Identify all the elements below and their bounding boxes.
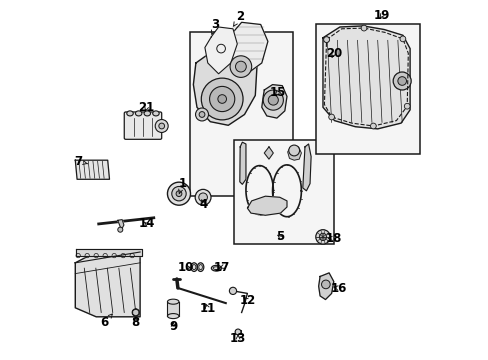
Bar [189,32,292,196]
Circle shape [176,191,182,197]
Circle shape [167,182,190,205]
Text: 2: 2 [233,10,244,26]
Text: 19: 19 [373,9,389,22]
Circle shape [132,309,139,316]
Circle shape [288,145,299,156]
Text: 18: 18 [325,232,341,245]
Circle shape [159,123,164,129]
Circle shape [155,120,168,132]
Ellipse shape [197,263,203,271]
FancyBboxPatch shape [124,112,162,139]
Circle shape [230,56,251,77]
Bar [234,140,333,244]
Circle shape [235,61,246,72]
Circle shape [321,280,329,289]
Polygon shape [247,196,286,215]
Text: 17: 17 [214,261,230,274]
Text: 5: 5 [275,230,284,243]
Circle shape [392,72,410,90]
Circle shape [199,193,207,202]
Text: 9: 9 [169,320,177,333]
Ellipse shape [211,265,221,271]
Circle shape [118,227,122,232]
Ellipse shape [190,263,197,271]
Polygon shape [204,27,237,74]
Circle shape [315,230,329,244]
Circle shape [361,25,366,31]
Text: 16: 16 [330,282,346,294]
Polygon shape [318,273,333,300]
Polygon shape [302,144,310,191]
Polygon shape [75,160,109,179]
Text: 6: 6 [101,314,112,329]
Ellipse shape [167,314,179,319]
Text: 10: 10 [178,261,194,274]
Circle shape [397,77,406,85]
Polygon shape [287,147,301,160]
Text: 4: 4 [199,198,207,211]
Circle shape [319,233,326,240]
Circle shape [209,86,234,112]
Text: 1: 1 [178,177,186,193]
Circle shape [201,78,243,120]
Bar [167,302,179,316]
Circle shape [171,186,186,201]
Text: 3: 3 [211,18,219,34]
Circle shape [399,36,405,42]
Circle shape [229,287,236,294]
Polygon shape [193,50,257,125]
Circle shape [328,114,334,120]
Circle shape [218,95,226,103]
Text: 21: 21 [138,101,154,114]
Text: 12: 12 [239,294,255,307]
Text: 8: 8 [131,316,140,329]
Circle shape [195,189,211,205]
Text: 20: 20 [325,47,341,60]
Circle shape [323,37,329,42]
Circle shape [199,112,204,117]
Circle shape [268,95,278,105]
Text: 7: 7 [74,155,87,168]
Circle shape [195,108,208,121]
Text: 13: 13 [229,332,245,345]
Ellipse shape [135,111,142,116]
Circle shape [235,329,241,335]
Circle shape [323,37,329,42]
Polygon shape [261,85,286,118]
Polygon shape [235,330,241,334]
Polygon shape [239,142,245,184]
Circle shape [404,103,409,109]
Polygon shape [75,252,140,317]
Polygon shape [264,147,273,159]
Text: 15: 15 [269,86,285,99]
Ellipse shape [126,111,133,116]
Bar [315,24,419,154]
Ellipse shape [152,111,159,116]
Polygon shape [76,249,142,256]
Polygon shape [225,22,267,76]
Polygon shape [322,26,409,129]
Text: 11: 11 [199,302,216,315]
Polygon shape [118,220,123,230]
Circle shape [370,123,375,129]
Ellipse shape [167,299,179,304]
Text: 14: 14 [138,217,154,230]
Ellipse shape [144,111,150,116]
Circle shape [263,90,283,110]
